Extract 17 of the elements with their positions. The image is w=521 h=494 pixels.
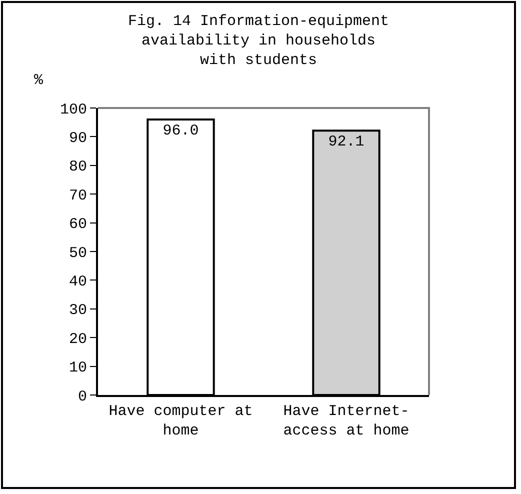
data-label: 92.1 — [328, 134, 364, 151]
y-axis-title: % — [34, 72, 44, 89]
data-label: 96.0 — [162, 122, 199, 140]
y-tick-label: 60 — [68, 216, 87, 234]
y-tick-label: 50 — [68, 244, 87, 262]
y-tick-label: 90 — [68, 130, 87, 147]
y-tick-label: 30 — [68, 302, 87, 320]
y-tick-label: 70 — [68, 187, 87, 204]
y-tick-label: 100 — [60, 101, 87, 118]
y-tick-label: 20 — [68, 330, 87, 348]
y-tick-label: 10 — [68, 360, 87, 377]
y-tick-label: 40 — [68, 273, 87, 290]
x-tick-label: Have Internet-access at home — [283, 403, 410, 440]
x-tick-label: Have computer at home — [108, 403, 253, 440]
chart-title: Fig. 14 Information-equipment availability in households with students — [128, 12, 390, 69]
y-tick-label: 0 — [78, 388, 87, 406]
y-tick-label: 80 — [68, 158, 87, 176]
